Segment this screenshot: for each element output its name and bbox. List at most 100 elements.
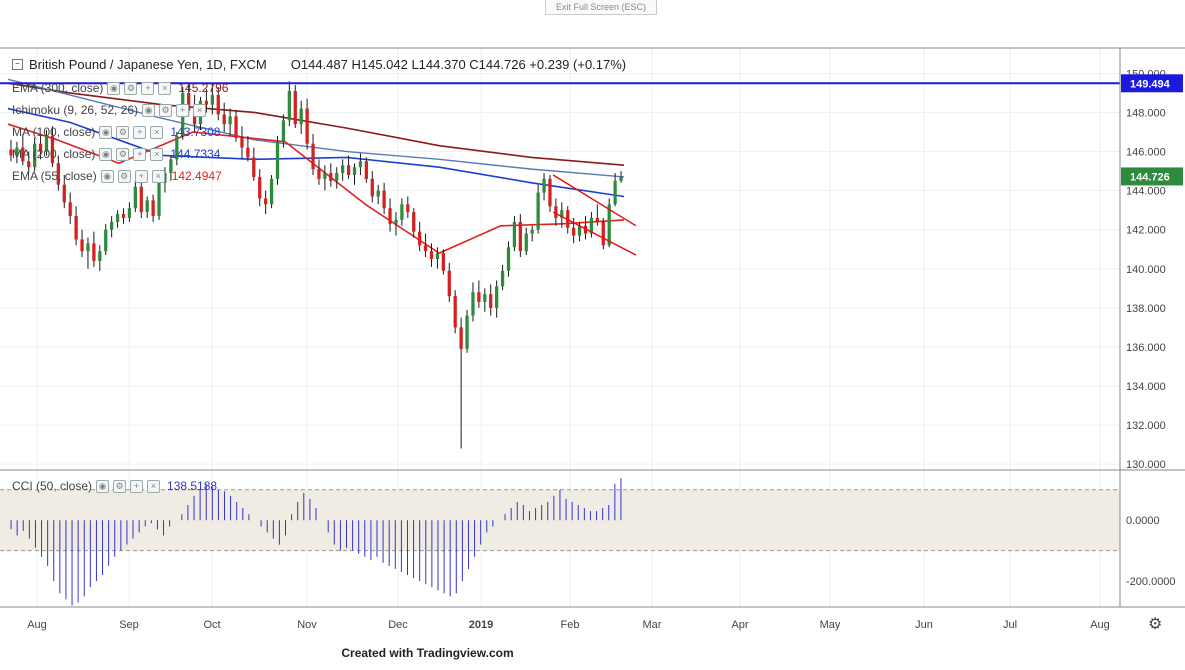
candle-body <box>500 270 505 287</box>
candle-body <box>477 292 481 302</box>
candle-body <box>252 157 256 177</box>
candle-body <box>9 149 13 156</box>
candle-body <box>583 225 588 234</box>
ema55-path <box>7 123 625 254</box>
close-icon[interactable]: × <box>147 479 161 493</box>
time-tick-label: May <box>820 619 841 631</box>
plus-icon[interactable]: + <box>133 147 147 161</box>
candle-body <box>50 135 55 164</box>
indicator-cci[interactable]: CCI (50, close) ◉ ⚙ + × 138.5188 <box>12 479 217 493</box>
time-tick-label: Nov <box>297 619 317 631</box>
plus-icon[interactable]: + <box>130 479 144 493</box>
eye-icon[interactable]: ◉ <box>99 147 113 161</box>
level-price-tag: 149.494 <box>1130 78 1171 90</box>
candle-body <box>542 178 546 193</box>
candle-body <box>15 147 19 156</box>
gear-icon[interactable]: ⚙ <box>1148 616 1163 633</box>
indicator-value: 143.7308 <box>170 125 221 139</box>
indicator-label: MA (100, close) <box>12 125 96 139</box>
indicator-label: CCI (50, close) <box>12 479 93 493</box>
candle-body <box>512 221 517 248</box>
candle-body <box>287 90 291 121</box>
eye-icon[interactable]: ◉ <box>107 81 121 95</box>
indicator-label: EMA (55, close) <box>12 169 97 183</box>
trendline <box>552 174 637 227</box>
indicator-ema55[interactable]: EMA (55, close) ◉ ⚙ + × 142.4947 <box>12 169 222 183</box>
candle-body <box>234 116 238 138</box>
plus-icon[interactable]: + <box>176 103 190 117</box>
symbol-label[interactable]: British Pound / Japanese Yen, 1D, FXCM <box>29 57 267 72</box>
candle-body <box>204 100 209 105</box>
settings-icon[interactable]: ⚙ <box>116 125 130 139</box>
candle-body <box>388 208 392 224</box>
indicator-ichimoku[interactable]: Ichimoku (9, 26, 52, 26) ◉ ⚙ + × <box>12 103 207 117</box>
plus-icon[interactable]: + <box>133 125 147 139</box>
candle-body <box>163 173 167 183</box>
candle-body <box>418 231 422 246</box>
close-icon[interactable]: × <box>150 147 164 161</box>
candle-body <box>352 167 357 175</box>
candle-body <box>21 147 25 162</box>
candle-body <box>145 200 149 213</box>
candle-body <box>530 229 534 234</box>
indicator-label: EMA (300, close) <box>12 81 104 95</box>
candle-body <box>589 217 594 234</box>
close-icon[interactable]: × <box>150 125 164 139</box>
exit-fullscreen-button[interactable]: Exit Full Screen (ESC) <box>545 0 657 15</box>
minus-square-icon[interactable]: − <box>12 59 23 70</box>
time-tick-label: 2019 <box>469 619 493 631</box>
settings-icon[interactable]: ⚙ <box>124 81 138 95</box>
candle-body <box>536 192 540 230</box>
plus-icon[interactable]: + <box>134 169 148 183</box>
candle-body <box>483 294 487 302</box>
candle-body <box>187 92 191 111</box>
candle-body <box>471 292 475 316</box>
ma-200-line <box>7 78 625 178</box>
candle-body <box>246 147 250 158</box>
candle-body <box>80 239 84 252</box>
candle-body <box>524 233 528 252</box>
indicator-value: 142.4947 <box>171 169 222 183</box>
indicator-value: 138.5188 <box>167 479 218 493</box>
candle-body <box>228 116 232 125</box>
candle-body <box>92 243 96 261</box>
close-icon[interactable]: × <box>158 81 172 95</box>
candle-body <box>619 176 623 181</box>
settings-icon[interactable]: ⚙ <box>116 147 130 161</box>
eye-icon[interactable]: ◉ <box>100 169 114 183</box>
candle-body <box>317 169 321 179</box>
candle-body <box>74 216 78 240</box>
indicator-label: MA (200, close) <box>12 147 96 161</box>
candle-body <box>240 137 244 148</box>
candle-body <box>400 204 404 220</box>
price-tick-label: 138.000 <box>1126 303 1166 315</box>
axes: 130.000 132.000 134.000 136.000 138.000 140.0… <box>0 47 1185 631</box>
plus-icon[interactable]: + <box>141 81 155 95</box>
candle-body <box>560 210 564 218</box>
candle-body <box>346 165 351 175</box>
time-tick-label: Feb <box>561 619 580 631</box>
indicator-ma100[interactable]: MA (100, close) ◉ ⚙ + × 143.7308 <box>12 125 220 139</box>
candle-body <box>518 221 522 252</box>
close-icon[interactable]: × <box>151 169 165 183</box>
close-icon[interactable]: × <box>193 103 207 117</box>
candle-body <box>406 204 410 213</box>
candle-body <box>151 200 155 217</box>
candle-body <box>110 221 114 230</box>
candle-body <box>299 108 303 125</box>
eye-icon[interactable]: ◉ <box>96 479 110 493</box>
candle-body <box>447 270 451 297</box>
eye-icon[interactable]: ◉ <box>142 103 156 117</box>
price-tick-label: 148.000 <box>1126 107 1166 119</box>
candle-body <box>281 120 286 142</box>
indicator-ema300[interactable]: EMA (300, close) ◉ ⚙ + × 145.2796 <box>12 81 228 95</box>
time-tick-label: Oct <box>203 619 220 631</box>
settings-icon[interactable]: ⚙ <box>159 103 173 117</box>
indicator-ma200[interactable]: MA (200, close) ◉ ⚙ + × 144.7334 <box>12 147 220 161</box>
candle-body <box>33 143 37 168</box>
candle-body <box>68 202 72 217</box>
settings-icon[interactable]: ⚙ <box>113 479 127 493</box>
eye-icon[interactable]: ◉ <box>99 125 113 139</box>
settings-icon[interactable]: ⚙ <box>117 169 131 183</box>
candle-body <box>489 294 493 308</box>
